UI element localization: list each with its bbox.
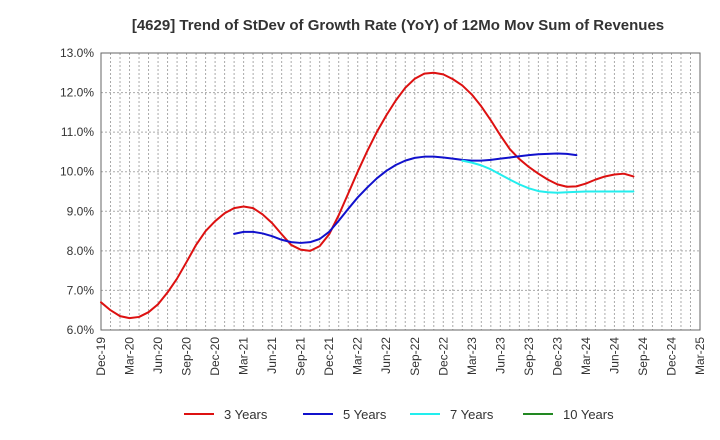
x-tick-label: Jun-24 (607, 337, 621, 374)
chart-title: [4629] Trend of StDev of Growth Rate (Yo… (132, 17, 664, 34)
y-tick-label: 7.0% (67, 283, 95, 297)
legend: 3 Years 5 Years 7 Years 10 Years (184, 407, 614, 422)
series-line-7-years (461, 159, 635, 194)
x-tick-label: Dec-22 (436, 337, 450, 376)
x-tick-label: Jun-21 (265, 337, 279, 374)
x-tick-label: Mar-22 (351, 337, 365, 375)
x-tick-label: Mar-21 (237, 337, 251, 375)
legend-label-5-years: 5 Years (343, 407, 387, 422)
x-tick-label: Sep-24 (636, 337, 650, 376)
x-tick-label: Jun-23 (493, 337, 507, 374)
x-tick-label: Mar-24 (579, 337, 593, 375)
y-tick-label: 9.0% (67, 204, 95, 218)
x-tick-label: Mar-25 (693, 337, 707, 375)
y-tick-label: 12.0% (60, 86, 94, 100)
x-tick-label: Sep-23 (522, 337, 536, 376)
x-tick-label: Sep-21 (294, 337, 308, 376)
x-tick-label: Mar-20 (123, 337, 137, 375)
y-tick-label: 6.0% (67, 323, 95, 337)
plot-border (100, 52, 701, 331)
legend-label-7-years: 7 Years (450, 407, 494, 422)
y-tick-label: 13.0% (60, 46, 94, 60)
series-line-5-years (233, 152, 578, 244)
x-tick-label: Jun-20 (151, 337, 165, 374)
x-tick-label: Dec-21 (322, 337, 336, 376)
series-line-3-years (100, 71, 635, 320)
legend-label-3-years: 3 Years (224, 407, 268, 422)
x-tick-label: Sep-20 (180, 337, 194, 376)
x-tick-label: Jun-22 (379, 337, 393, 374)
y-tick-label: 10.0% (60, 165, 94, 179)
axes: 6.0% 7.0% 8.0% 9.0% 10.0% 11.0% 12.0% 13.0% Dec-… (60, 46, 707, 376)
x-tick-label: Dec-19 (94, 337, 108, 376)
x-tick-label: Dec-23 (550, 337, 564, 376)
y-tick-label: 8.0% (67, 244, 95, 258)
x-tick-label: Dec-20 (208, 337, 222, 376)
x-tick-label: Sep-22 (408, 337, 422, 376)
x-tick-label: Mar-23 (465, 337, 479, 375)
y-tick-label: 11.0% (61, 125, 94, 139)
x-tick-label: Dec-24 (664, 337, 678, 376)
series-lines (100, 71, 635, 320)
legend-label-10-years: 10 Years (563, 407, 614, 422)
